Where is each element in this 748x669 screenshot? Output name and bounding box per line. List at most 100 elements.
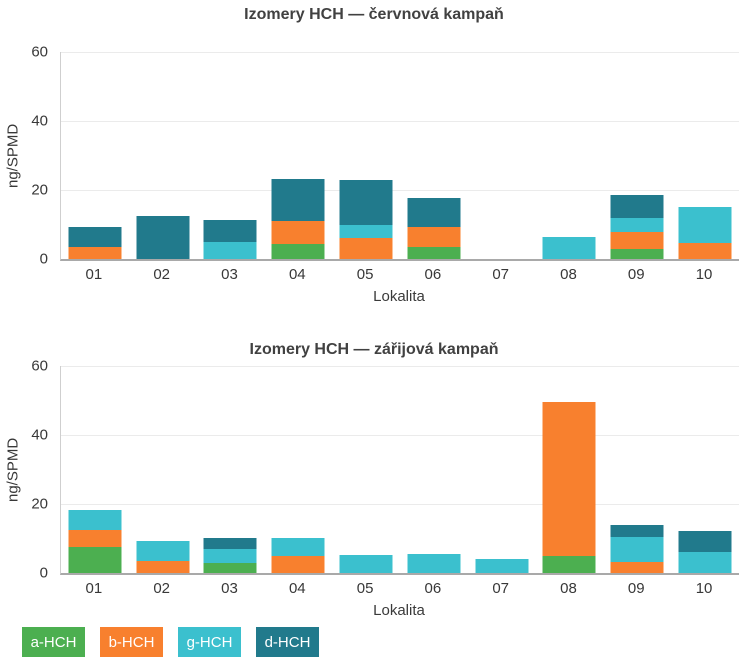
bar-segment-g-HCH	[610, 537, 664, 562]
stacked-bar-05	[339, 554, 393, 573]
bar-slot	[603, 366, 671, 573]
bar-segment-a-HCH	[542, 555, 596, 573]
grid-line	[61, 121, 739, 122]
y-tick-label: 20	[31, 495, 48, 513]
x-tick-label: 10	[695, 580, 713, 597]
stacked-bar-08	[542, 402, 596, 573]
bar-slot	[332, 52, 400, 259]
bar-slot	[536, 52, 604, 259]
bar-segment-b-HCH	[407, 226, 461, 247]
x-tick-label: 05	[356, 266, 374, 283]
x-tick-label: 02	[153, 580, 171, 597]
bar-segment-a-HCH	[271, 243, 325, 259]
bar-slot	[671, 366, 739, 573]
bar-segment-b-HCH	[68, 247, 122, 259]
stacked-bar-09	[610, 525, 664, 573]
bar-segment-b-HCH	[678, 243, 732, 259]
stacked-bar-04	[271, 537, 325, 573]
x-tick-label: 06	[424, 266, 442, 283]
bar-slot	[197, 366, 265, 573]
bar-segment-d-HCH	[610, 195, 664, 219]
x-tick-label: 01	[85, 580, 103, 597]
bar-segment-d-HCH	[678, 530, 732, 553]
bar-segment-a-HCH	[68, 546, 122, 573]
bar-slot	[468, 52, 536, 259]
x-tick-label: 04	[288, 580, 306, 597]
bar-segment-d-HCH	[203, 538, 257, 549]
x-tick-label: 01	[85, 266, 103, 283]
bar-segment-g-HCH	[339, 554, 393, 573]
bar-segment-d-HCH	[610, 525, 664, 538]
legend-item-b-HCH: b-HCH	[100, 627, 163, 657]
y-tick-label: 20	[31, 181, 48, 199]
x-axis-label: Lokalita	[373, 602, 425, 619]
x-tick-label: 10	[695, 266, 713, 283]
stacked-bar-01	[68, 509, 122, 573]
stacked-bar-06	[407, 197, 461, 259]
bar-slot	[61, 52, 129, 259]
stacked-bar-03	[203, 220, 257, 259]
bar-segment-d-HCH	[339, 179, 393, 225]
stacked-bar-04	[271, 178, 325, 259]
bar-slot	[332, 366, 400, 573]
bar-segment-b-HCH	[610, 232, 664, 249]
x-tick-label: 03	[221, 266, 238, 283]
x-tick-label: 03	[221, 580, 238, 597]
bar-slot	[468, 366, 536, 573]
bar-segment-g-HCH	[407, 554, 461, 573]
stacked-bar-02	[136, 540, 190, 573]
x-tick-label: 06	[424, 580, 442, 597]
stacked-bar-01	[68, 227, 122, 259]
y-axis-ticks: 0 20 40 60	[0, 44, 54, 268]
stacked-bar-08	[542, 236, 596, 259]
x-tick-label: 08	[560, 266, 577, 283]
y-tick-label: 60	[31, 43, 48, 61]
bar-segment-b-HCH	[136, 561, 190, 573]
y-tick-label: 40	[31, 112, 48, 130]
stacked-bar-09	[610, 195, 664, 259]
bar-segment-a-HCH	[203, 563, 257, 573]
bar-segment-b-HCH	[339, 238, 393, 259]
stacked-bar-10	[678, 530, 732, 573]
stacked-bar-07	[475, 558, 529, 573]
stacked-bar-10	[678, 207, 732, 259]
bar-slot	[129, 366, 197, 573]
plot-area	[60, 52, 739, 261]
bar-segment-g-HCH	[678, 207, 732, 244]
y-axis-ticks: 0 20 40 60	[0, 358, 54, 582]
stacked-bar-03	[203, 538, 257, 573]
y-tick-label: 40	[31, 426, 48, 444]
grid-line	[61, 435, 739, 436]
y-tick-label: 0	[39, 564, 48, 582]
x-tick-label: 09	[627, 266, 645, 283]
bar-segment-d-HCH	[271, 178, 325, 222]
stacked-bar-05	[339, 179, 393, 259]
grid-line	[61, 504, 739, 505]
legend: a-HCH b-HCH g-HCH d-HCH	[22, 627, 319, 657]
bar-slot	[536, 366, 604, 573]
stacked-bar-06	[407, 554, 461, 573]
bar-segment-g-HCH	[678, 552, 732, 573]
bar-segment-d-HCH	[136, 216, 190, 259]
x-tick-label: 07	[492, 266, 510, 283]
bar-segment-b-HCH	[271, 221, 325, 244]
bar-segment-g-HCH	[271, 537, 325, 557]
bar-slot	[264, 366, 332, 573]
chart-title: Izomery HCH — červnová kampaň	[244, 6, 504, 23]
grid-line	[61, 366, 739, 367]
x-tick-label: 05	[356, 580, 374, 597]
stacked-bar-02	[136, 216, 190, 259]
bar-segment-d-HCH	[68, 227, 122, 248]
bar-slot	[61, 366, 129, 573]
plot-area	[60, 366, 739, 575]
bar-slot	[264, 52, 332, 259]
x-tick-label: 04	[288, 266, 306, 283]
bar-segment-g-HCH	[610, 218, 664, 233]
bar-segment-b-HCH	[610, 561, 664, 573]
x-axis-ticks: 01 02 03 04 05 06 07 08 09 10	[60, 266, 738, 283]
bar-slot	[671, 52, 739, 259]
bar-segment-b-HCH	[271, 556, 325, 573]
x-tick-label: 02	[153, 266, 171, 283]
